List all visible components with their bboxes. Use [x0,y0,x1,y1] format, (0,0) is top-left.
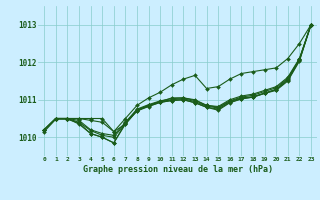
X-axis label: Graphe pression niveau de la mer (hPa): Graphe pression niveau de la mer (hPa) [83,165,273,174]
